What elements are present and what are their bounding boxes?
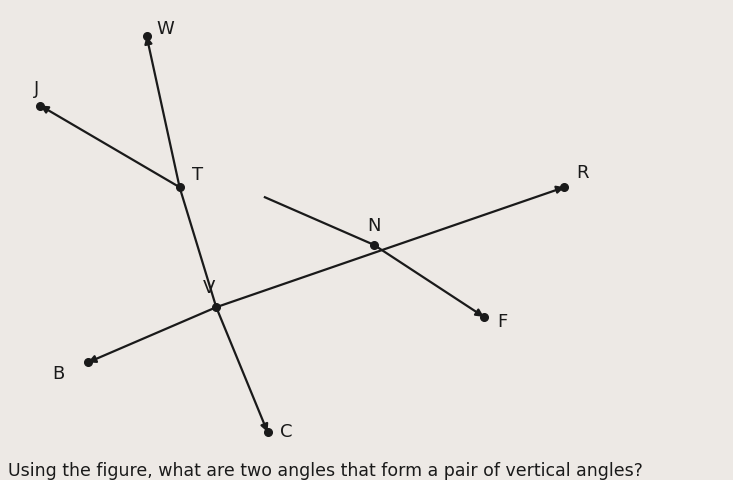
Text: V: V bbox=[203, 279, 215, 297]
Text: F: F bbox=[497, 312, 507, 331]
Text: C: C bbox=[279, 423, 292, 441]
Text: B: B bbox=[53, 365, 65, 384]
Text: Using the figure, what are two angles that form a pair of vertical angles?: Using the figure, what are two angles th… bbox=[8, 462, 643, 480]
Text: T: T bbox=[192, 166, 204, 184]
Text: N: N bbox=[367, 216, 380, 235]
Text: J: J bbox=[34, 80, 40, 98]
Text: R: R bbox=[576, 164, 589, 182]
Text: W: W bbox=[156, 20, 174, 38]
